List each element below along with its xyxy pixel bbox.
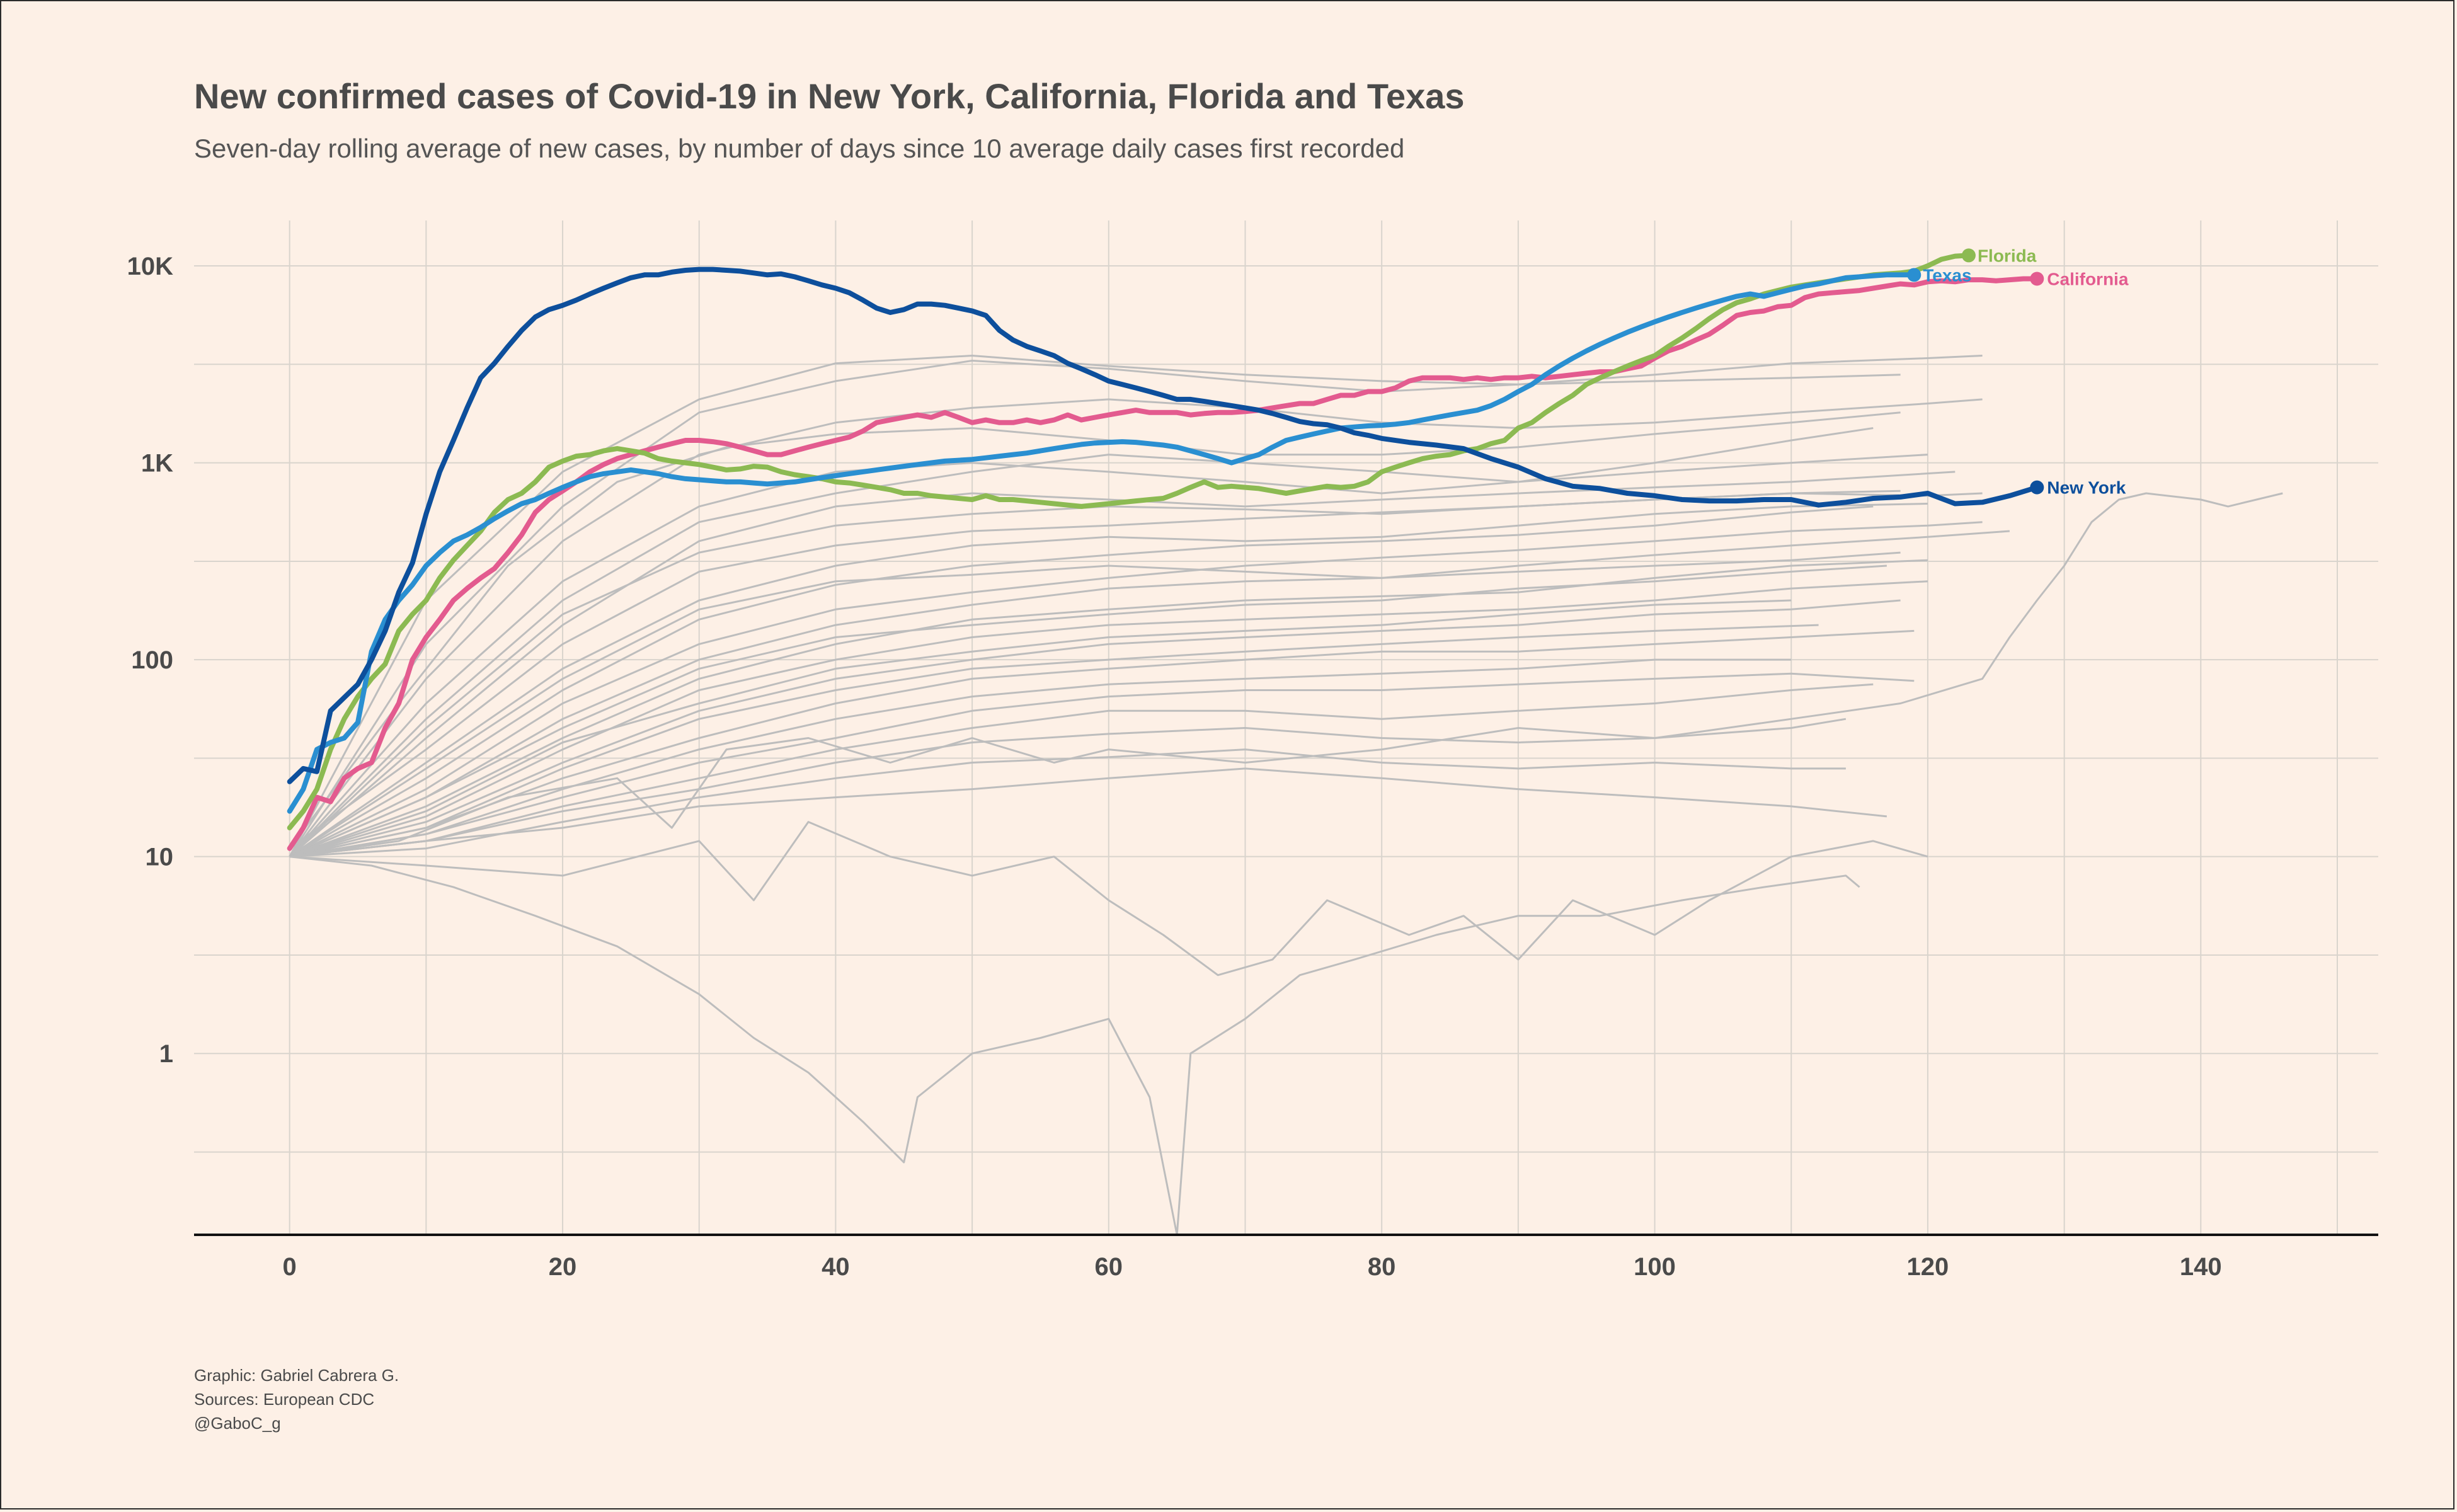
background-series-line bbox=[289, 658, 1792, 858]
background-series-line bbox=[289, 411, 1901, 849]
x-tick-label: 40 bbox=[822, 1253, 850, 1281]
background-series-line bbox=[289, 454, 1928, 857]
background-series-line bbox=[289, 355, 1983, 857]
caption-author: Graphic: Gabriel Cabrera G. bbox=[194, 1366, 399, 1385]
background-series-line bbox=[289, 718, 1847, 858]
background-series-line bbox=[289, 530, 2010, 857]
axes: 1 10 100 1K 10K 0 20 40 60 80 100 120 140 bbox=[127, 253, 2378, 1281]
series-label-florida: Florida bbox=[1978, 246, 2037, 265]
background-series-line bbox=[289, 580, 1928, 858]
y-tick-label: 100 bbox=[131, 646, 173, 674]
background-series-line bbox=[289, 856, 1860, 1236]
caption-sources: Sources: European CDC bbox=[194, 1390, 374, 1409]
background-series-line bbox=[289, 559, 1928, 858]
caption-handle: @GaboC_g bbox=[194, 1414, 281, 1433]
background-series-line bbox=[289, 629, 1915, 858]
background-series-line bbox=[289, 821, 1928, 976]
florida-end-point bbox=[1961, 248, 1976, 263]
series-label-texas: Texas bbox=[1923, 265, 1971, 285]
x-tick-label: 20 bbox=[549, 1253, 577, 1281]
background-series-line bbox=[289, 427, 1874, 857]
x-tick-label: 60 bbox=[1095, 1253, 1123, 1281]
y-tick-label: 1K bbox=[141, 450, 173, 478]
x-tick-label: 100 bbox=[1634, 1253, 1676, 1281]
background-series-line bbox=[289, 492, 2283, 858]
series-labels: Florida Texas California New York bbox=[1923, 246, 2129, 497]
background-series-line bbox=[289, 503, 1928, 857]
background-series-line bbox=[289, 505, 1874, 858]
background-series-line bbox=[289, 748, 1846, 858]
california-end-point bbox=[2030, 272, 2044, 286]
y-tick-label: 10 bbox=[146, 844, 174, 871]
background-series-line bbox=[289, 599, 1792, 858]
texas-series-line bbox=[287, 272, 1917, 814]
background-series-line bbox=[289, 624, 1819, 858]
y-tick-label: 10K bbox=[127, 253, 173, 280]
new-york-series-line bbox=[287, 266, 2040, 784]
florida-series-line bbox=[287, 253, 1971, 830]
y-tick-label: 1 bbox=[159, 1040, 173, 1068]
x-tick-label: 120 bbox=[1907, 1253, 1949, 1281]
background-series-line bbox=[289, 564, 1887, 858]
series-label-california: California bbox=[2047, 269, 2129, 289]
texas-end-point bbox=[1907, 268, 1922, 282]
background-series-line bbox=[289, 398, 1983, 857]
background-series-line bbox=[289, 599, 1901, 858]
caption: Graphic: Gabriel Cabrera G. Sources: Eur… bbox=[194, 1366, 399, 1433]
background-series-line bbox=[289, 471, 1956, 857]
background-series-line bbox=[289, 672, 1915, 858]
background-series-line bbox=[289, 490, 1901, 849]
gridlines bbox=[194, 220, 2378, 1235]
chart-subtitle: Seven-day rolling average of new cases, … bbox=[194, 134, 1404, 163]
x-tick-label: 80 bbox=[1368, 1253, 1396, 1281]
highlight-series-group bbox=[287, 248, 2044, 851]
background-series-line bbox=[289, 521, 1983, 858]
x-tick-label: 0 bbox=[283, 1253, 297, 1281]
series-label-newyork: New York bbox=[2047, 478, 2126, 498]
new-york-end-point bbox=[2030, 480, 2044, 495]
background-series-line bbox=[289, 767, 1887, 858]
background-series-line bbox=[289, 355, 1901, 857]
background-series-line bbox=[289, 551, 1901, 858]
background-series-line bbox=[289, 683, 1874, 858]
x-tick-label: 140 bbox=[2180, 1253, 2222, 1281]
background-series-group bbox=[289, 355, 2283, 1236]
chart-title: New confirmed cases of Covid-19 in New Y… bbox=[194, 76, 1465, 116]
